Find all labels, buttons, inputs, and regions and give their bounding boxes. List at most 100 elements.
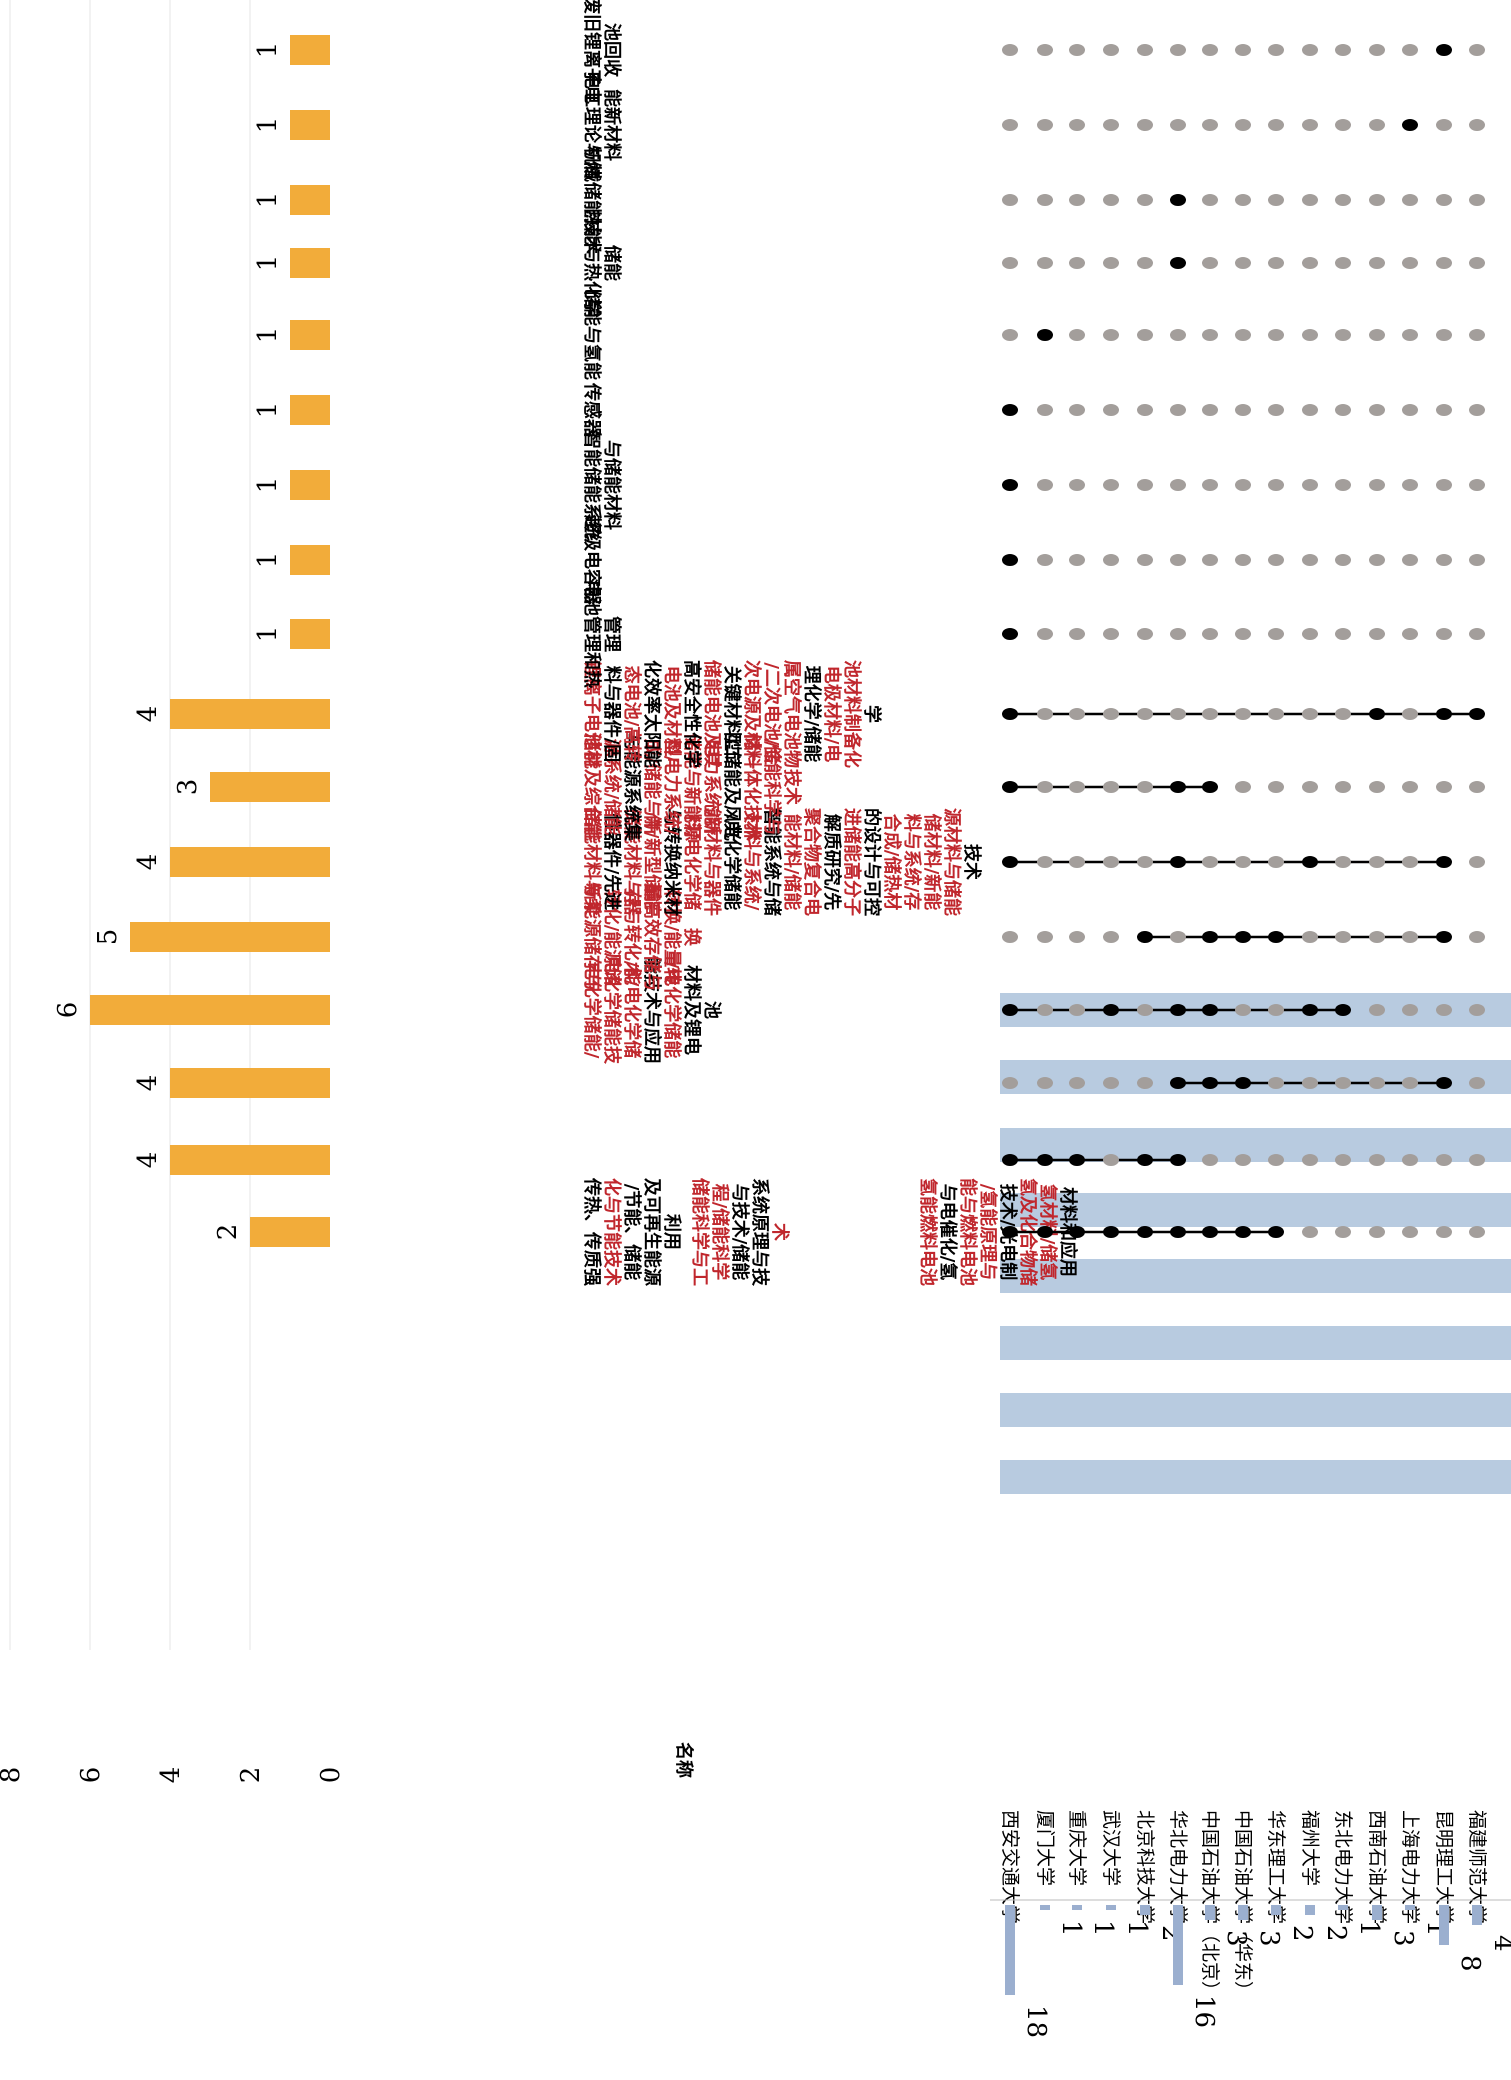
matrix-dot-12-1 <box>1037 329 1053 341</box>
university-label-9: 福州大学 <box>1299 1810 1321 1886</box>
matrix-dot-16-9 <box>1302 44 1318 56</box>
matrix-dot-2-11 <box>1369 1077 1385 1089</box>
matrix-dot-5-5 <box>1170 856 1186 868</box>
matrix-dot-10-12 <box>1402 479 1418 491</box>
matrix-dot-5-9 <box>1302 856 1318 868</box>
set-size-bar-7 <box>1238 1905 1248 1920</box>
university-label-10: 东北电力大学 <box>1332 1810 1354 1924</box>
matrix-dot-16-4 <box>1137 44 1153 56</box>
intersection-name-group-15-0: 电工理论与储 能新材料 <box>581 71 623 179</box>
intersection-name-line-7-0-6: 储能电池及其 <box>701 659 723 768</box>
set-size-bar-14 <box>1472 1905 1482 1925</box>
intersection-name-group-3-0: 电化学储能/电化学储能技 术/电化学储 能技术与应用/电化学储能 材料及锂电池 <box>581 956 723 1065</box>
matrix-dot-5-6 <box>1202 856 1218 868</box>
matrix-dot-2-8 <box>1268 1077 1284 1089</box>
intersection-count-label-10: 1 <box>253 477 283 494</box>
intersection-name-line-0-1-3: 系统原理与技 <box>749 1178 771 1287</box>
intersection-count-label-0: 2 <box>213 1224 243 1241</box>
intersection-name-line-6-0-0: 储能及综合能 <box>581 732 603 841</box>
y-tick-label-2: 2 <box>236 1767 266 1784</box>
intersection-name-line-6-0-10: 技术 <box>781 769 803 805</box>
intersection-name-line-5-0-8: 材料与系统/ <box>741 814 763 911</box>
matrix-dot-7-11 <box>1369 708 1385 720</box>
matrix-band-ext-12 <box>1000 1393 1511 1427</box>
y-tick-label-6: 6 <box>76 1767 106 1784</box>
matrix-dot-16-13 <box>1436 44 1452 56</box>
set-size-label-11: 3 <box>1388 1930 1418 1947</box>
matrix-dot-10-8 <box>1268 479 1284 491</box>
matrix-dot-14-5 <box>1170 194 1186 206</box>
intersection-name-line-7-0-5: 高安全性化学 <box>681 660 703 768</box>
matrix-dot-11-11 <box>1369 404 1385 416</box>
matrix-dot-3-14 <box>1469 1004 1485 1016</box>
intersection-name-line-15-0-1: 能新材料 <box>601 89 623 161</box>
intersection-bar-6 <box>210 772 330 802</box>
matrix-dot-8-13 <box>1436 628 1452 640</box>
matrix-dot-8-14 <box>1469 628 1485 640</box>
matrix-dot-13-2 <box>1069 257 1085 269</box>
matrix-dot-7-0 <box>1002 708 1018 720</box>
matrix-dot-6-8 <box>1268 781 1284 793</box>
matrix-dot-4-13 <box>1436 931 1452 943</box>
intersection-name-line-7-0-2: 态电池/高转 <box>621 666 643 763</box>
matrix-dot-11-13 <box>1436 404 1452 416</box>
matrix-dot-10-14 <box>1469 479 1485 491</box>
matrix-dot-13-13 <box>1436 257 1452 269</box>
intersection-name-line-7-0-3: 化效率太阳能 <box>641 660 663 768</box>
matrix-dot-2-2 <box>1069 1077 1085 1089</box>
intersection-name-line-3-0-5: 材料及锂电 <box>681 965 703 1055</box>
matrix-dot-1-1 <box>1037 1154 1053 1166</box>
matrix-dot-4-12 <box>1402 931 1418 943</box>
intersection-name-line-5-0-3: 件/新型储能 <box>641 814 663 911</box>
matrix-band-ext-8 <box>1000 1259 1511 1293</box>
intersection-name-group-12-0: 储能与氢能 <box>581 289 603 380</box>
intersection-name-line-6-0-4: 型电力系统/ <box>661 739 683 836</box>
set-size-label-6: 3 <box>1221 1930 1251 1947</box>
matrix-dot-15-14 <box>1469 119 1485 131</box>
matrix-dot-7-4 <box>1137 708 1153 720</box>
matrix-dot-5-4 <box>1137 856 1153 868</box>
intersection-name-line-6-0-9: /储能科学与 <box>761 739 783 836</box>
intersection-name-line-5-0-13: 进储能高分子 <box>841 808 863 916</box>
matrix-dot-11-1 <box>1037 404 1053 416</box>
matrix-dot-7-8 <box>1268 708 1284 720</box>
intersection-name-line-5-0-15: 合成/储热材 <box>881 814 903 911</box>
matrix-dot-1-7 <box>1235 1154 1251 1166</box>
matrix-dot-16-14 <box>1469 44 1485 56</box>
matrix-dot-1-4 <box>1137 1154 1153 1166</box>
matrix-dot-15-13 <box>1436 119 1452 131</box>
matrix-dot-11-6 <box>1202 404 1218 416</box>
matrix-dot-2-14 <box>1469 1077 1485 1089</box>
intersection-bar-5 <box>170 847 330 877</box>
set-size-bar-11 <box>1372 1905 1382 1920</box>
intersection-name-line-7-0-1: 料与器件/固 <box>601 666 623 763</box>
set-size-bar-9 <box>1305 1905 1315 1915</box>
matrix-dot-8-11 <box>1369 628 1385 640</box>
matrix-dot-4-1 <box>1037 931 1053 943</box>
intersection-name-line-6-0-8: 储一体化技术 <box>741 732 763 841</box>
set-size-bar-3 <box>1106 1905 1116 1910</box>
matrix-dot-13-0 <box>1002 257 1018 269</box>
matrix-dot-10-4 <box>1137 479 1153 491</box>
matrix-dot-10-5 <box>1170 479 1186 491</box>
intersection-name-line-0-1-4: 术 <box>769 1223 791 1241</box>
intersection-count-label-7: 4 <box>133 706 163 723</box>
matrix-band-ext-4 <box>1000 1128 1511 1162</box>
matrix-dot-5-14 <box>1469 856 1485 868</box>
intersection-name-line-0-0-3: 及可再生能源 <box>641 1178 663 1286</box>
university-label-13: 昆明理工大学 <box>1433 1810 1455 1924</box>
intersection-name-group-0-2: 氢能燃料电池与电催化/氢能与燃料电池/氢能原理与技术/光电制氢及化合物储氢材料/… <box>917 1178 1079 1286</box>
matrix-dot-7-1 <box>1037 708 1053 720</box>
intersection-count-label-3: 6 <box>53 1002 83 1019</box>
matrix-dot-14-3 <box>1103 194 1119 206</box>
intersection-name-line-7-0-13: 池材料制备化 <box>841 660 863 768</box>
intersection-name-line-13-0-0: 热能与热化学 <box>581 209 603 317</box>
intersection-name-line-0-2-2: 能与燃料电池 <box>957 1178 979 1286</box>
matrix-dot-7-12 <box>1402 708 1418 720</box>
intersection-name-line-0-0-2: /节能、储能 <box>621 1184 643 1281</box>
university-label-3: 武汉大学 <box>1100 1810 1122 1886</box>
intersection-name-line-7-0-11: 理化学/储能 <box>801 666 823 763</box>
intersection-bar-2 <box>170 1068 330 1098</box>
intersection-count-label-12: 1 <box>253 327 283 344</box>
matrix-dot-16-3 <box>1103 44 1119 56</box>
